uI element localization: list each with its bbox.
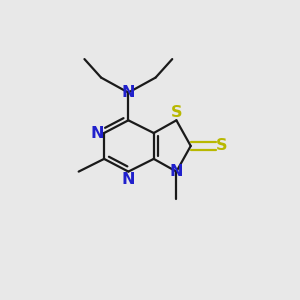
- Text: N: N: [91, 125, 104, 140]
- Text: N: N: [122, 85, 135, 100]
- Text: S: S: [171, 105, 182, 120]
- Text: S: S: [216, 139, 228, 154]
- Text: N: N: [122, 172, 135, 187]
- Text: N: N: [169, 164, 183, 179]
